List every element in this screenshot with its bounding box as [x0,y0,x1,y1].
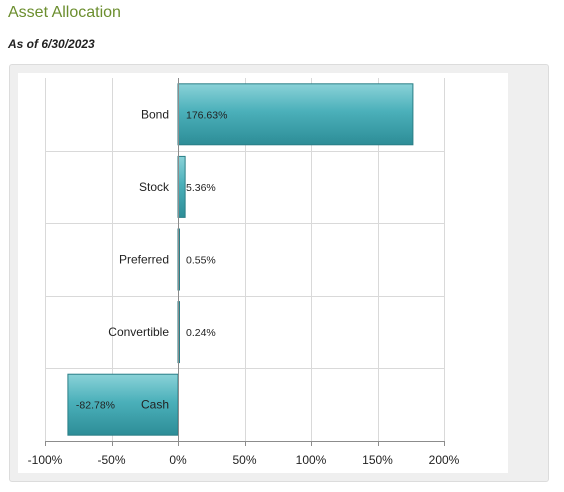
x-tick-label: 100% [296,453,327,467]
x-tick-label: -100% [28,453,63,467]
axes [45,78,445,446]
asset-allocation-chart: -100% -50% 0% 50% 100% 150% 200% Bond 176.63% Sto… [28,78,460,467]
bar-cash [67,373,179,436]
category-label: Cash [141,398,169,412]
bars [67,83,414,436]
page-title: Asset Allocation [8,4,121,21]
data-label: -82.78% [76,400,115,412]
data-label: 5.36% [186,182,216,194]
x-tick-label: 0% [169,453,187,467]
category-label: Stock [139,180,170,194]
chart-panel: -100% -50% 0% 50% 100% 150% 200% Bond 176.63% Sto… [9,64,549,482]
x-tick-label: 200% [429,453,460,467]
bar-stock [177,155,186,218]
data-label: 0.24% [186,327,216,339]
category-label: Preferred [119,253,169,267]
data-label: 0.55% [186,255,216,267]
x-tick-label: -50% [97,453,125,467]
x-tick-label: 50% [232,453,256,467]
x-tick-label: 150% [362,453,393,467]
data-label: 176.63% [186,109,227,121]
bar-bond [177,83,414,146]
labels: -100% -50% 0% 50% 100% 150% 200% Bond 176.63% Sto… [28,107,460,467]
chart-plot-area: -100% -50% 0% 50% 100% 150% 200% Bond 176.63% Sto… [18,73,508,473]
category-label: Bond [141,107,169,121]
as-of-date: As of 6/30/2023 [8,37,95,51]
category-label: Convertible [108,325,169,339]
